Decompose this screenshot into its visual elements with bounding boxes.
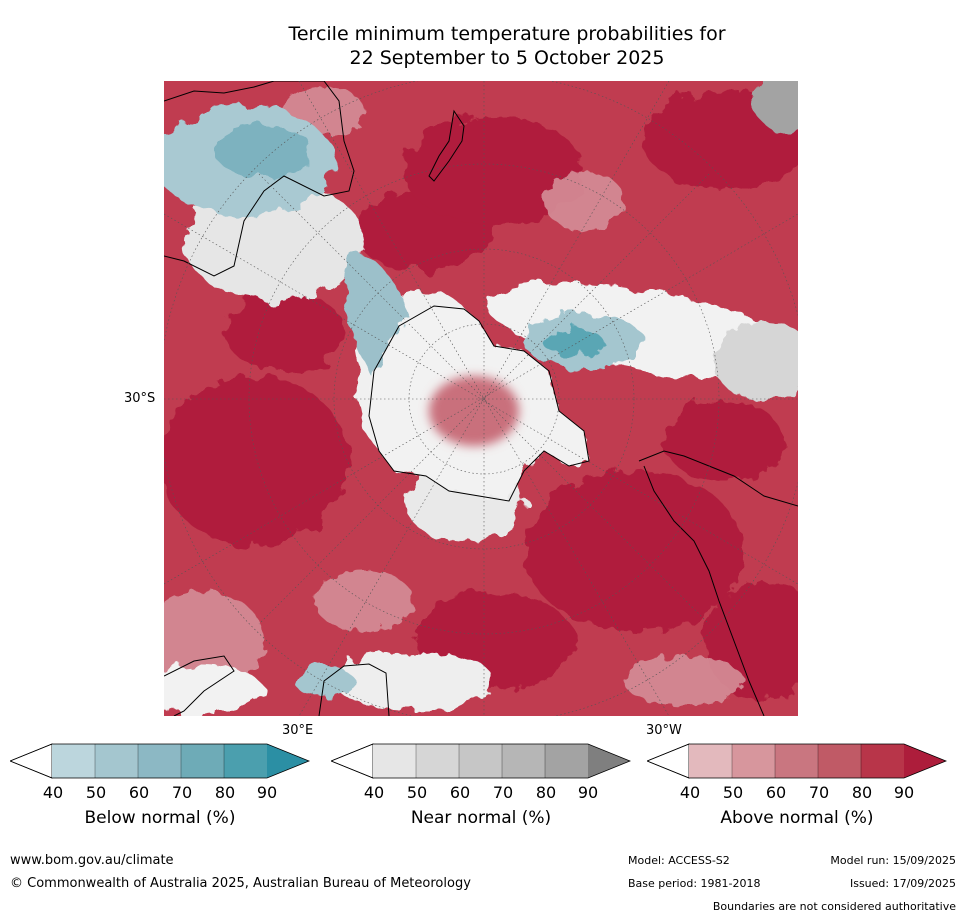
longitude-label-30w: 30°W [646, 723, 682, 738]
colorbar-bin [138, 744, 181, 778]
colorbar-extend-low [10, 743, 53, 779]
tick-label: 70 [808, 783, 830, 802]
base-period-text: Base period: 1981-2018 [628, 877, 761, 890]
colorbar-bin [545, 744, 588, 778]
copyright-text: © Commonwealth of Australia 2025, Austra… [10, 876, 471, 891]
tick-label: 80 [851, 783, 873, 802]
tick-label: 50 [722, 783, 744, 802]
above-normal-high-areas [164, 91, 798, 701]
tick-label: 50 [406, 783, 428, 802]
tick-label: 40 [42, 783, 64, 802]
graticule [164, 81, 798, 716]
issued-text: Issued: 17/09/2025 [849, 877, 956, 890]
tick-label: 90 [893, 783, 915, 802]
antarctica [368, 305, 590, 502]
map-title: Tercile minimum temperature probabilitie… [0, 22, 965, 70]
tick-label: 80 [535, 783, 557, 802]
latitude-label-30s: 30°S [124, 391, 156, 406]
title-line-2: 22 September to 5 October 2025 [349, 47, 665, 69]
map-svg [164, 81, 798, 716]
tick-label: 60 [128, 783, 150, 802]
colorbar-title-near: Near normal (%) [410, 808, 552, 828]
colorbar-bin [502, 744, 545, 778]
colorbar-near-normal [331, 743, 631, 785]
tick-label: 40 [679, 783, 701, 802]
colorbar-bin [95, 744, 138, 778]
colorbar-bin [52, 744, 95, 778]
tick-label: 70 [171, 783, 193, 802]
colorbar-bin [775, 744, 818, 778]
colorbar-outline [10, 743, 310, 779]
tick-label: 90 [577, 783, 599, 802]
colorbar-bin [224, 744, 267, 778]
tick-label: 70 [492, 783, 514, 802]
colorbar-extend-high [267, 744, 309, 778]
colorbar-extend-high [904, 744, 946, 778]
colorbar-extend-low [331, 743, 374, 779]
new-zealand-outline [428, 109, 465, 182]
tick-label: 90 [256, 783, 278, 802]
colorbar-bin [416, 744, 459, 778]
colorbar-title-above: Above normal (%) [720, 808, 874, 828]
tick-label: 40 [363, 783, 385, 802]
model-run-text: Model run: 15/09/2025 [830, 854, 956, 867]
tick-label: 60 [449, 783, 471, 802]
colorbar-outline [647, 743, 947, 779]
colorbar-title-below: Below normal (%) [84, 808, 236, 828]
model-text: Model: ACCESS-S2 [628, 854, 730, 867]
africa-outline [164, 655, 390, 716]
colorbar-above-svg [647, 743, 947, 779]
colorbar-outline [331, 743, 631, 779]
colorbar-bin [373, 744, 416, 778]
tick-label: 50 [85, 783, 107, 802]
colorbar-bin [181, 744, 224, 778]
colorbar-below-svg [10, 743, 310, 779]
colorbar-bin [861, 744, 904, 778]
colorbar-extend-high [588, 744, 630, 778]
colorbar-bin [818, 744, 861, 778]
title-line-1: Tercile minimum temperature probabilitie… [288, 23, 726, 45]
bom-url-link[interactable]: www.bom.gov.au/climate [10, 853, 174, 868]
tick-label: 60 [765, 783, 787, 802]
probability-map [164, 81, 798, 716]
australia-outline [164, 81, 355, 277]
boundaries-disclaimer: Boundaries are not considered authoritat… [712, 900, 956, 913]
colorbar-below-normal [10, 743, 310, 785]
colorbar-near-svg [331, 743, 631, 779]
colorbar-bin [732, 744, 775, 778]
colorbar-extend-low [647, 743, 690, 779]
colorbar-bin [689, 744, 732, 778]
colorbar-bin [459, 744, 502, 778]
colorbar-above-normal [647, 743, 947, 785]
tick-label: 80 [214, 783, 236, 802]
longitude-label-30e: 30°E [282, 723, 314, 738]
